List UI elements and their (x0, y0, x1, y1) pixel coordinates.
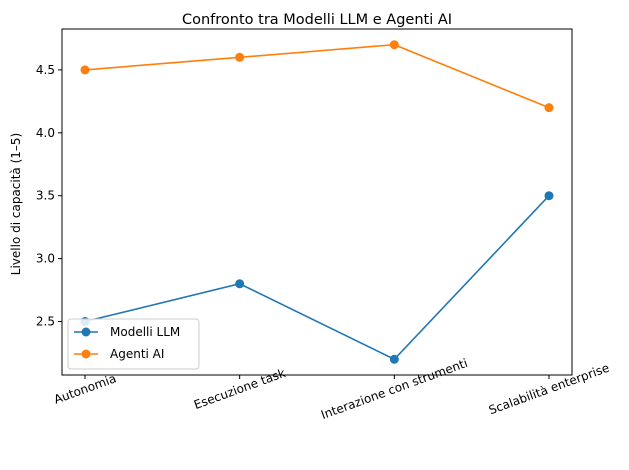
data-point (235, 52, 245, 62)
data-point (544, 191, 554, 201)
data-point (80, 65, 90, 75)
chart-title: Confronto tra Modelli LLM e Agenti AI (182, 12, 452, 28)
x-tick-label: Interazione con strumenti (319, 356, 469, 422)
legend-item: Agenti AI (74, 347, 164, 361)
legend-marker (81, 349, 91, 359)
legend-label: Modelli LLM (110, 325, 180, 339)
plot-frame (61, 28, 573, 376)
x-tick-label: Scalabilità enterprise (487, 361, 611, 418)
data-point (544, 103, 554, 113)
legend-box (67, 318, 200, 370)
series-layer (80, 40, 554, 364)
legend-label: Agenti AI (110, 347, 164, 361)
y-tick-label: 4.5 (36, 63, 55, 77)
series-1 (80, 40, 554, 113)
data-point (389, 40, 399, 50)
legend-item: Modelli LLM (74, 325, 180, 339)
y-tick-label: 2.5 (36, 315, 55, 329)
plot-area (61, 28, 573, 376)
y-tick-label: 4.0 (36, 126, 55, 140)
legend-marker (81, 327, 91, 337)
series-line (84, 195, 550, 361)
y-tick-label: 3.5 (36, 189, 55, 203)
series-line (84, 43, 550, 109)
legend: Modelli LLM Agenti AI (67, 318, 200, 370)
y-axis-label: Livello di capacità (1–5) (9, 133, 23, 275)
y-axis: 2.5 3.0 3.5 4.0 4.5 (36, 63, 62, 329)
data-point (235, 279, 245, 289)
x-tick-label: Esecuzione task (192, 366, 287, 412)
y-tick-label: 3.0 (36, 252, 55, 266)
data-point (389, 354, 399, 364)
